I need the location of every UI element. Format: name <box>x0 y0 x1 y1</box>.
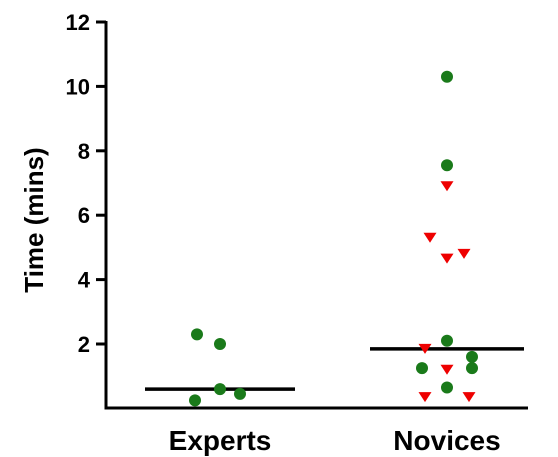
data-point-circle <box>416 362 428 375</box>
data-point-triangle <box>440 181 454 192</box>
data-point-circle <box>466 362 478 375</box>
data-point-circle <box>441 381 453 394</box>
data-point-triangle <box>440 364 454 375</box>
y-tick-label: 4 <box>78 268 91 293</box>
x-axis-labels: Experts Novices <box>169 425 501 456</box>
data-point-circle <box>214 383 226 396</box>
data-point-circle <box>189 394 201 407</box>
y-tick-label: 6 <box>78 203 90 228</box>
data-point-triangle <box>462 392 476 403</box>
y-axis-title: Time (mins) <box>19 147 49 292</box>
data-point-triangle <box>423 232 437 243</box>
data-points <box>189 70 478 407</box>
data-point-circle <box>441 334 453 347</box>
data-point-circle <box>441 70 453 83</box>
y-tick-label: 12 <box>66 10 90 35</box>
y-axis-ticks: 2 4 6 8 10 12 <box>66 10 106 357</box>
y-tick-label: 10 <box>66 74 90 99</box>
y-tick-label: 2 <box>78 332 90 357</box>
x-category-label: Experts <box>169 425 272 456</box>
data-point-triangle <box>440 253 454 264</box>
data-point-triangle <box>418 392 432 403</box>
data-point-circle <box>191 328 203 341</box>
data-point-triangle <box>418 343 432 354</box>
y-tick-label: 8 <box>78 139 90 164</box>
data-point-circle <box>441 159 453 172</box>
data-point-circle <box>234 387 246 400</box>
data-point-circle <box>214 338 226 350</box>
x-category-label: Novices <box>393 425 500 456</box>
data-point-circle <box>466 350 478 363</box>
data-point-triangle <box>457 248 471 259</box>
